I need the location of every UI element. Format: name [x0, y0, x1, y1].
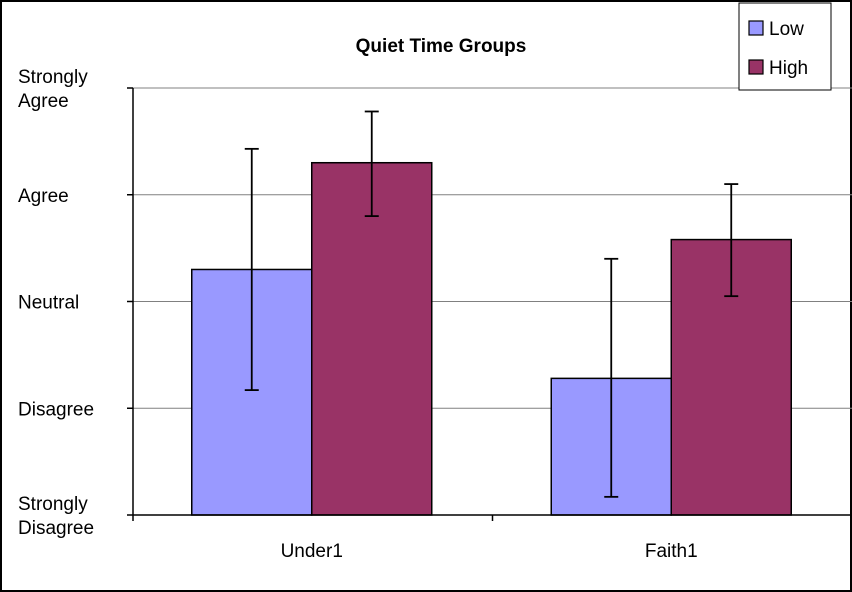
legend: Low High: [738, 2, 832, 91]
y-tick-label: Disagree: [18, 399, 94, 420]
chart-title: Quiet Time Groups: [356, 36, 527, 57]
legend-label: High: [769, 58, 808, 79]
y-tick-label: Strongly: [18, 494, 88, 515]
legend-box: [738, 2, 832, 91]
legend-label: Low: [769, 19, 804, 40]
legend-swatch: [748, 20, 764, 36]
y-tick-label: Agree: [18, 91, 69, 112]
y-tick-label: Disagree: [18, 518, 94, 539]
legend-swatch: [748, 59, 764, 75]
y-tick-label: Agree: [18, 186, 69, 207]
x-tick-label: Under1: [281, 541, 343, 562]
y-tick-label: Strongly: [18, 67, 88, 88]
y-tick-label: Neutral: [18, 293, 79, 314]
x-tick-label: Faith1: [645, 541, 698, 562]
bar: [311, 161, 433, 516]
